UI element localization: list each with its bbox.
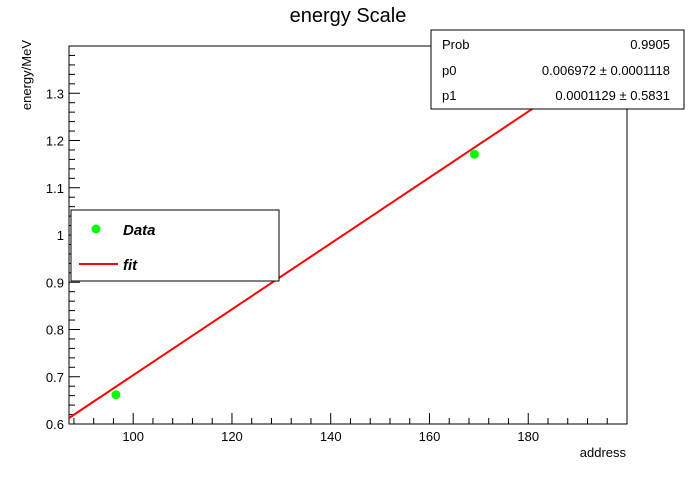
stats-value-prob: 0.9905	[630, 37, 670, 52]
stats-label-prob: Prob	[442, 37, 469, 52]
data-point	[469, 149, 479, 159]
legend-marker-data	[91, 224, 101, 234]
stats-value-p0: 0.006972 ± 0.0001118	[542, 63, 670, 78]
legend-box	[70, 209, 280, 282]
data-point	[111, 390, 121, 400]
y-tick-label: 0.9	[46, 275, 64, 290]
y-tick-label: 1	[57, 228, 64, 243]
y-tick-label: 1.2	[46, 134, 64, 149]
x-tick-label: 160	[419, 429, 441, 444]
stats-box: Prob 0.9905 p0 0.006972 ± 0.0001118 p1 0…	[430, 29, 685, 110]
legend-label-fit: fit	[123, 257, 138, 274]
chart-title: energy Scale	[290, 5, 407, 27]
x-axis-label: address	[580, 445, 627, 460]
y-tick-label: 1.1	[46, 181, 64, 196]
x-tick-label: 140	[320, 429, 342, 444]
x-tick-labels: 100 120 140 160 180	[122, 429, 539, 444]
axis-ticks	[69, 45, 628, 425]
y-axis-label: energy/MeV	[19, 40, 34, 110]
legend-label-data: Data	[123, 222, 156, 239]
y-tick-labels: 0.6 0.7 0.8 0.9 1 1.1 1.2 1.3	[46, 86, 64, 432]
x-tick-label: 100	[122, 429, 144, 444]
stats-box-frame	[430, 29, 685, 110]
y-tick-label: 0.8	[46, 323, 64, 338]
stats-value-p1: 0.0001129 ± 0.5831	[555, 88, 670, 103]
y-tick-label: 0.7	[46, 370, 64, 385]
y-tick-label: 0.6	[46, 417, 64, 432]
x-tick-label: 120	[221, 429, 243, 444]
y-tick-label: 1.3	[46, 86, 64, 101]
legend: Data fit	[70, 209, 280, 282]
stats-label-p1: p1	[442, 88, 456, 103]
stats-label-p0: p0	[442, 63, 456, 78]
x-tick-label: 180	[517, 429, 539, 444]
